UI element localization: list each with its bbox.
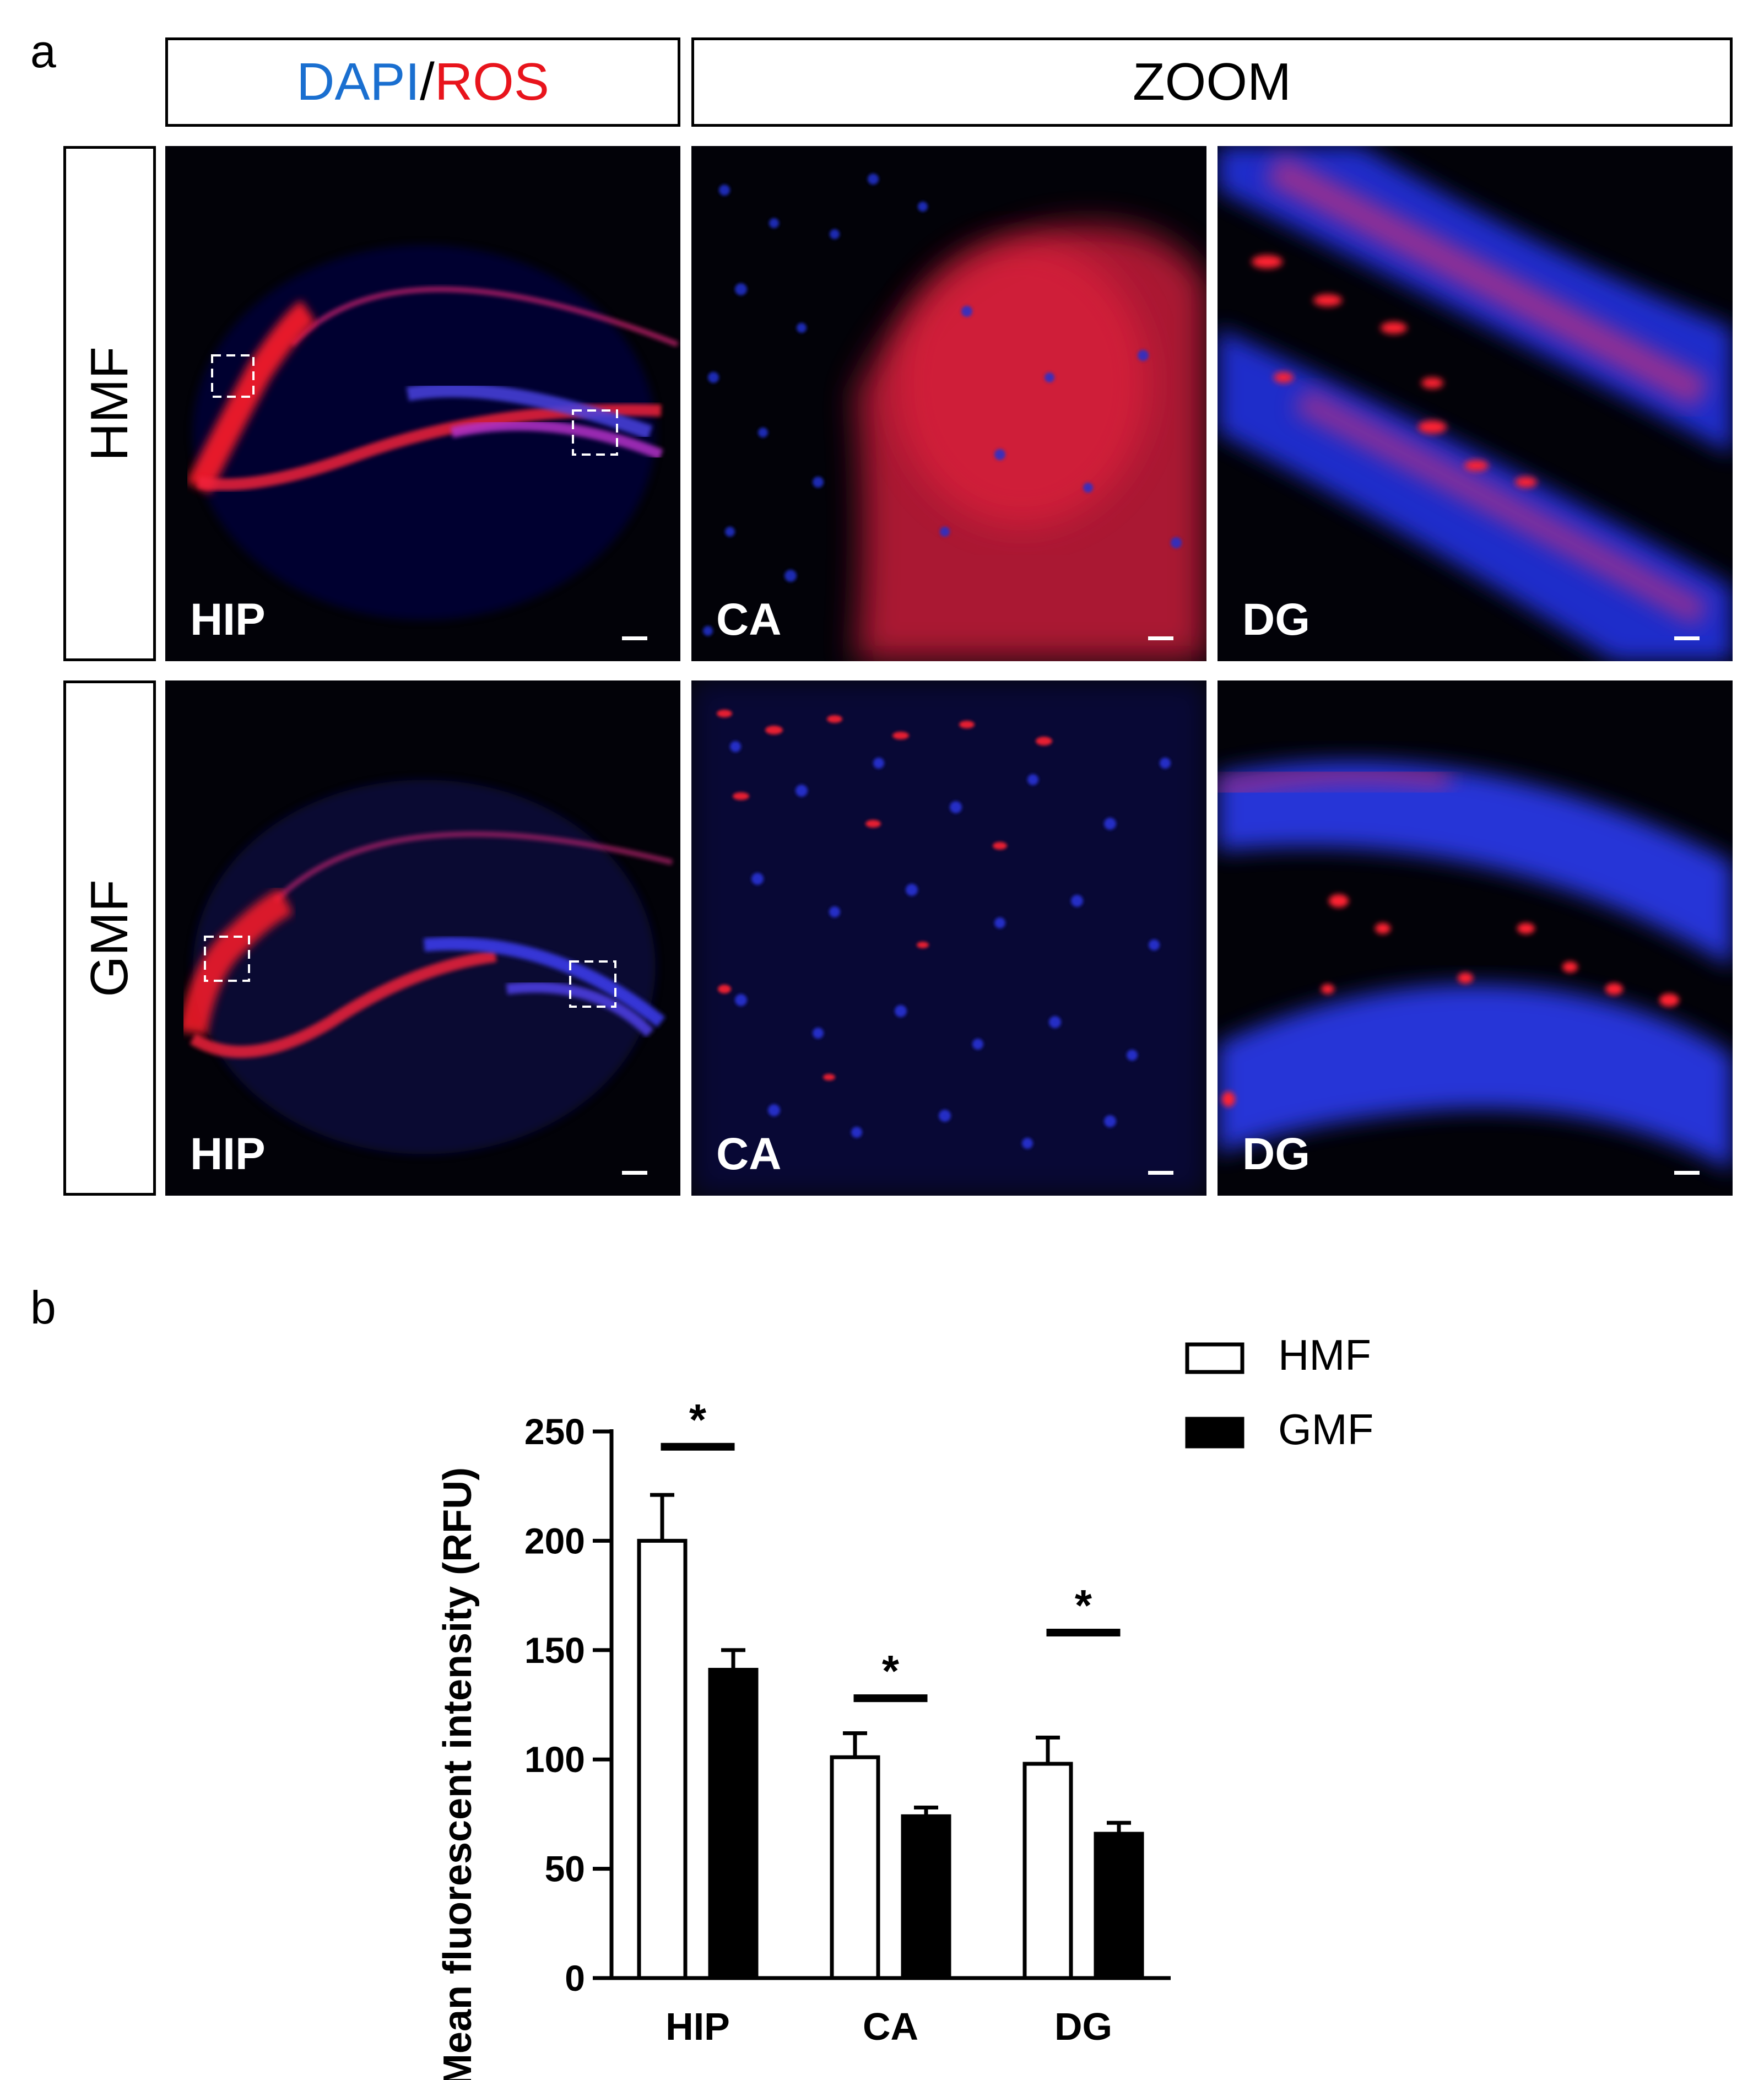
dg-zoom-drawing bbox=[1218, 146, 1733, 661]
y-tick-label: 150 bbox=[524, 1630, 585, 1671]
image-label-hip: HIP bbox=[190, 1129, 266, 1179]
y-axis-label: Mean fluorescent intensity (RFU) bbox=[436, 1467, 480, 2080]
image-label-ca: CA bbox=[716, 595, 782, 645]
x-tick-label: CA bbox=[863, 2005, 918, 2048]
scale-bar bbox=[622, 636, 647, 640]
micrograph-hmf-ca: CA bbox=[691, 146, 1206, 661]
legend-label-hmf: HMF bbox=[1278, 1331, 1371, 1379]
image-label-dg: DG bbox=[1242, 595, 1310, 645]
y-tick-label: 50 bbox=[545, 1849, 585, 1889]
y-tick-label: 200 bbox=[524, 1520, 585, 1561]
micrograph-gmf-dg: DG bbox=[1218, 680, 1733, 1196]
bar-hmf-ca bbox=[830, 1755, 880, 1980]
bar-hmf-dg bbox=[1022, 1762, 1073, 1980]
bar-gmf-ca bbox=[901, 1814, 951, 1980]
image-label-dg: DG bbox=[1242, 1129, 1310, 1179]
header-separator: / bbox=[420, 52, 435, 111]
hippocampus-overview-drawing bbox=[178, 780, 673, 1154]
header-dapi-text: DAPI bbox=[296, 52, 420, 111]
legend-swatch-gmf bbox=[1185, 1417, 1244, 1449]
row-label-hmf: HMF bbox=[63, 146, 156, 661]
panel-b-letter: b bbox=[30, 1282, 56, 1333]
image-label-ca: CA bbox=[716, 1129, 782, 1179]
micrograph-gmf-hip: HIP bbox=[165, 680, 680, 1196]
legend-label-gmf: GMF bbox=[1278, 1405, 1373, 1454]
x-tick-label: HIP bbox=[665, 2005, 730, 2048]
panel-a-letter: a bbox=[30, 25, 56, 77]
scale-bar bbox=[622, 1171, 647, 1175]
legend-swatch-hmf bbox=[1185, 1342, 1244, 1374]
y-tick-label: 100 bbox=[524, 1739, 585, 1780]
y-tick-label: 250 bbox=[524, 1411, 585, 1452]
row-label-gmf: GMF bbox=[63, 680, 156, 1196]
micrograph-gmf-ca: CA bbox=[691, 680, 1206, 1196]
significance-star: * bbox=[689, 1395, 707, 1444]
bar-gmf-dg bbox=[1094, 1832, 1144, 1980]
scale-bar bbox=[1148, 636, 1173, 640]
y-tick-label: 0 bbox=[565, 1958, 585, 1998]
header-zoom-text: ZOOM bbox=[1133, 52, 1291, 111]
header-zoom: ZOOM bbox=[691, 37, 1733, 127]
ca-zoom-drawing bbox=[691, 680, 1206, 1196]
dg-zoom-drawing bbox=[1218, 761, 1733, 1171]
micrograph-hmf-hip: HIP bbox=[165, 146, 680, 661]
x-tick-label: DG bbox=[1054, 2005, 1112, 2048]
ca-zoom-drawing bbox=[703, 174, 1206, 661]
bar-gmf-hip bbox=[708, 1668, 759, 1980]
scale-bar bbox=[1148, 1171, 1173, 1175]
header-dapi-ros: DAPI / ROS bbox=[165, 37, 680, 127]
bar-hmf-hip bbox=[637, 1538, 688, 1980]
significance-star: * bbox=[882, 1646, 900, 1695]
scale-bar bbox=[1674, 1171, 1700, 1175]
significance-star: * bbox=[1075, 1581, 1092, 1630]
image-label-hip: HIP bbox=[190, 595, 266, 645]
scale-bar bbox=[1674, 636, 1700, 640]
hippocampus-overview-drawing bbox=[186, 245, 679, 620]
micrograph-hmf-dg: DG bbox=[1218, 146, 1733, 661]
header-ros-text: ROS bbox=[434, 52, 549, 111]
